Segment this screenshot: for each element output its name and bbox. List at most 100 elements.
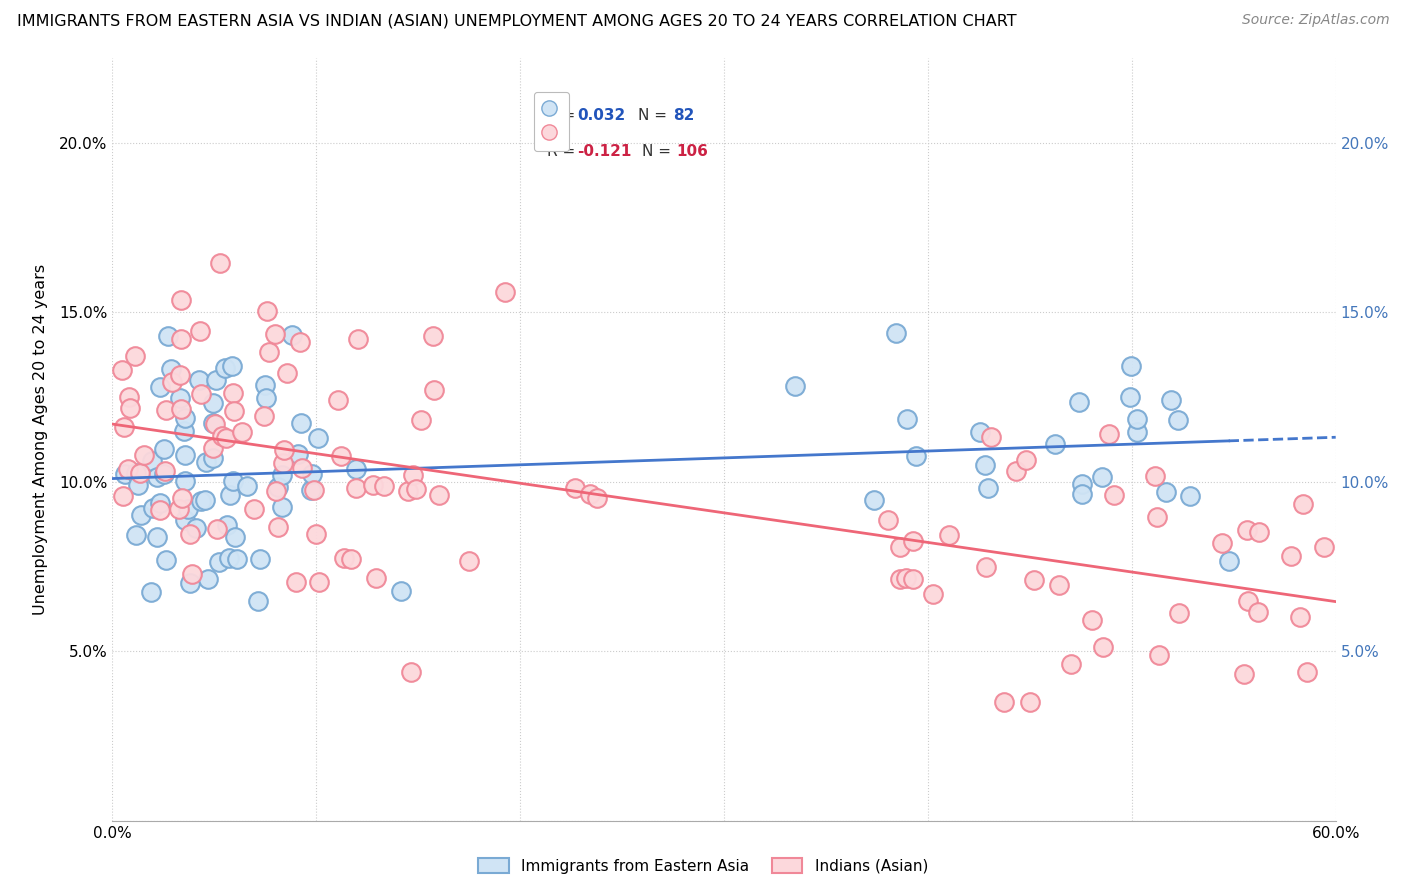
Point [186,521,208,535]
Point [329,449,352,463]
Point [201,416,224,430]
Point [973,458,995,473]
Point [1018,695,1040,709]
Point [886,326,908,340]
Point [127,478,149,492]
Point [209,256,232,270]
Point [373,478,395,492]
Text: N =: N = [643,144,676,159]
Point [1091,470,1114,484]
Point [896,571,918,585]
Point [1154,485,1177,500]
Point [222,404,245,418]
Text: 82: 82 [672,109,695,123]
Text: IMMIGRANTS FROM EASTERN ASIA VS INDIAN (ASIAN) UNEMPLOYMENT AMONG AGES 20 TO 24 : IMMIGRANTS FROM EASTERN ASIA VS INDIAN (… [17,13,1017,29]
Point [340,552,363,566]
Point [253,409,276,423]
Point [190,387,212,401]
Point [146,470,169,484]
Point [1147,648,1170,663]
Point [328,392,350,407]
Text: N =: N = [638,109,672,123]
Point [174,448,197,462]
Point [254,392,277,406]
Point [271,456,294,470]
Point [423,383,446,397]
Point [267,520,290,534]
Point [1069,395,1091,409]
Point [1092,640,1115,654]
Point [270,500,292,515]
Point [1295,665,1317,679]
Point [169,392,191,406]
Point [219,488,242,502]
Point [299,483,322,498]
Point [993,695,1015,709]
Point [1178,489,1201,503]
Point [494,285,516,299]
Point [114,467,136,481]
Point [231,425,253,439]
Point [273,442,295,457]
Point [264,483,287,498]
Point [1143,468,1166,483]
Point [1098,426,1121,441]
Point [1081,613,1104,627]
Point [194,454,217,468]
Point [112,420,135,434]
Point [333,551,356,566]
Point [202,450,225,465]
Point [267,480,290,494]
Point [977,482,1000,496]
Point [173,424,195,438]
Point [132,448,155,462]
Point [578,487,600,501]
Point [1247,524,1270,539]
Point [1211,536,1233,550]
Point [149,380,172,394]
Point [174,513,197,527]
Point [1060,657,1083,672]
Point [1160,392,1182,407]
Point [290,416,312,430]
Point [969,425,991,439]
Point [399,665,422,679]
Legend: Immigrants from Eastern Asia, Indians (Asian): Immigrants from Eastern Asia, Indians (A… [472,852,934,880]
Y-axis label: Unemployment Among Ages 20 to 24 years: Unemployment Among Ages 20 to 24 years [34,264,48,615]
Point [162,376,184,390]
Point [221,359,243,373]
Point [194,493,217,508]
Point [205,373,228,387]
Point [1236,523,1258,537]
Point [302,483,325,497]
Point [201,442,224,456]
Point [124,466,146,480]
Point [256,304,278,318]
Point [889,572,911,586]
Point [901,533,924,548]
Point [156,329,179,343]
Point [402,468,425,483]
Point [1146,510,1168,524]
Point [181,567,204,582]
Point [1071,487,1094,501]
Point [344,482,367,496]
Point [785,379,807,393]
Point [361,478,384,492]
Text: 0.032: 0.032 [578,109,626,123]
Point [153,442,176,456]
Point [188,324,211,338]
Point [1118,390,1140,404]
Point [285,574,308,589]
Point [177,501,200,516]
Point [344,462,367,476]
Point [226,552,249,566]
Point [564,482,586,496]
Point [980,429,1002,443]
Point [411,413,433,427]
Point [346,332,368,346]
Legend: , : , [533,92,568,151]
Point [215,431,238,445]
Point [366,571,388,585]
Point [1047,578,1070,592]
